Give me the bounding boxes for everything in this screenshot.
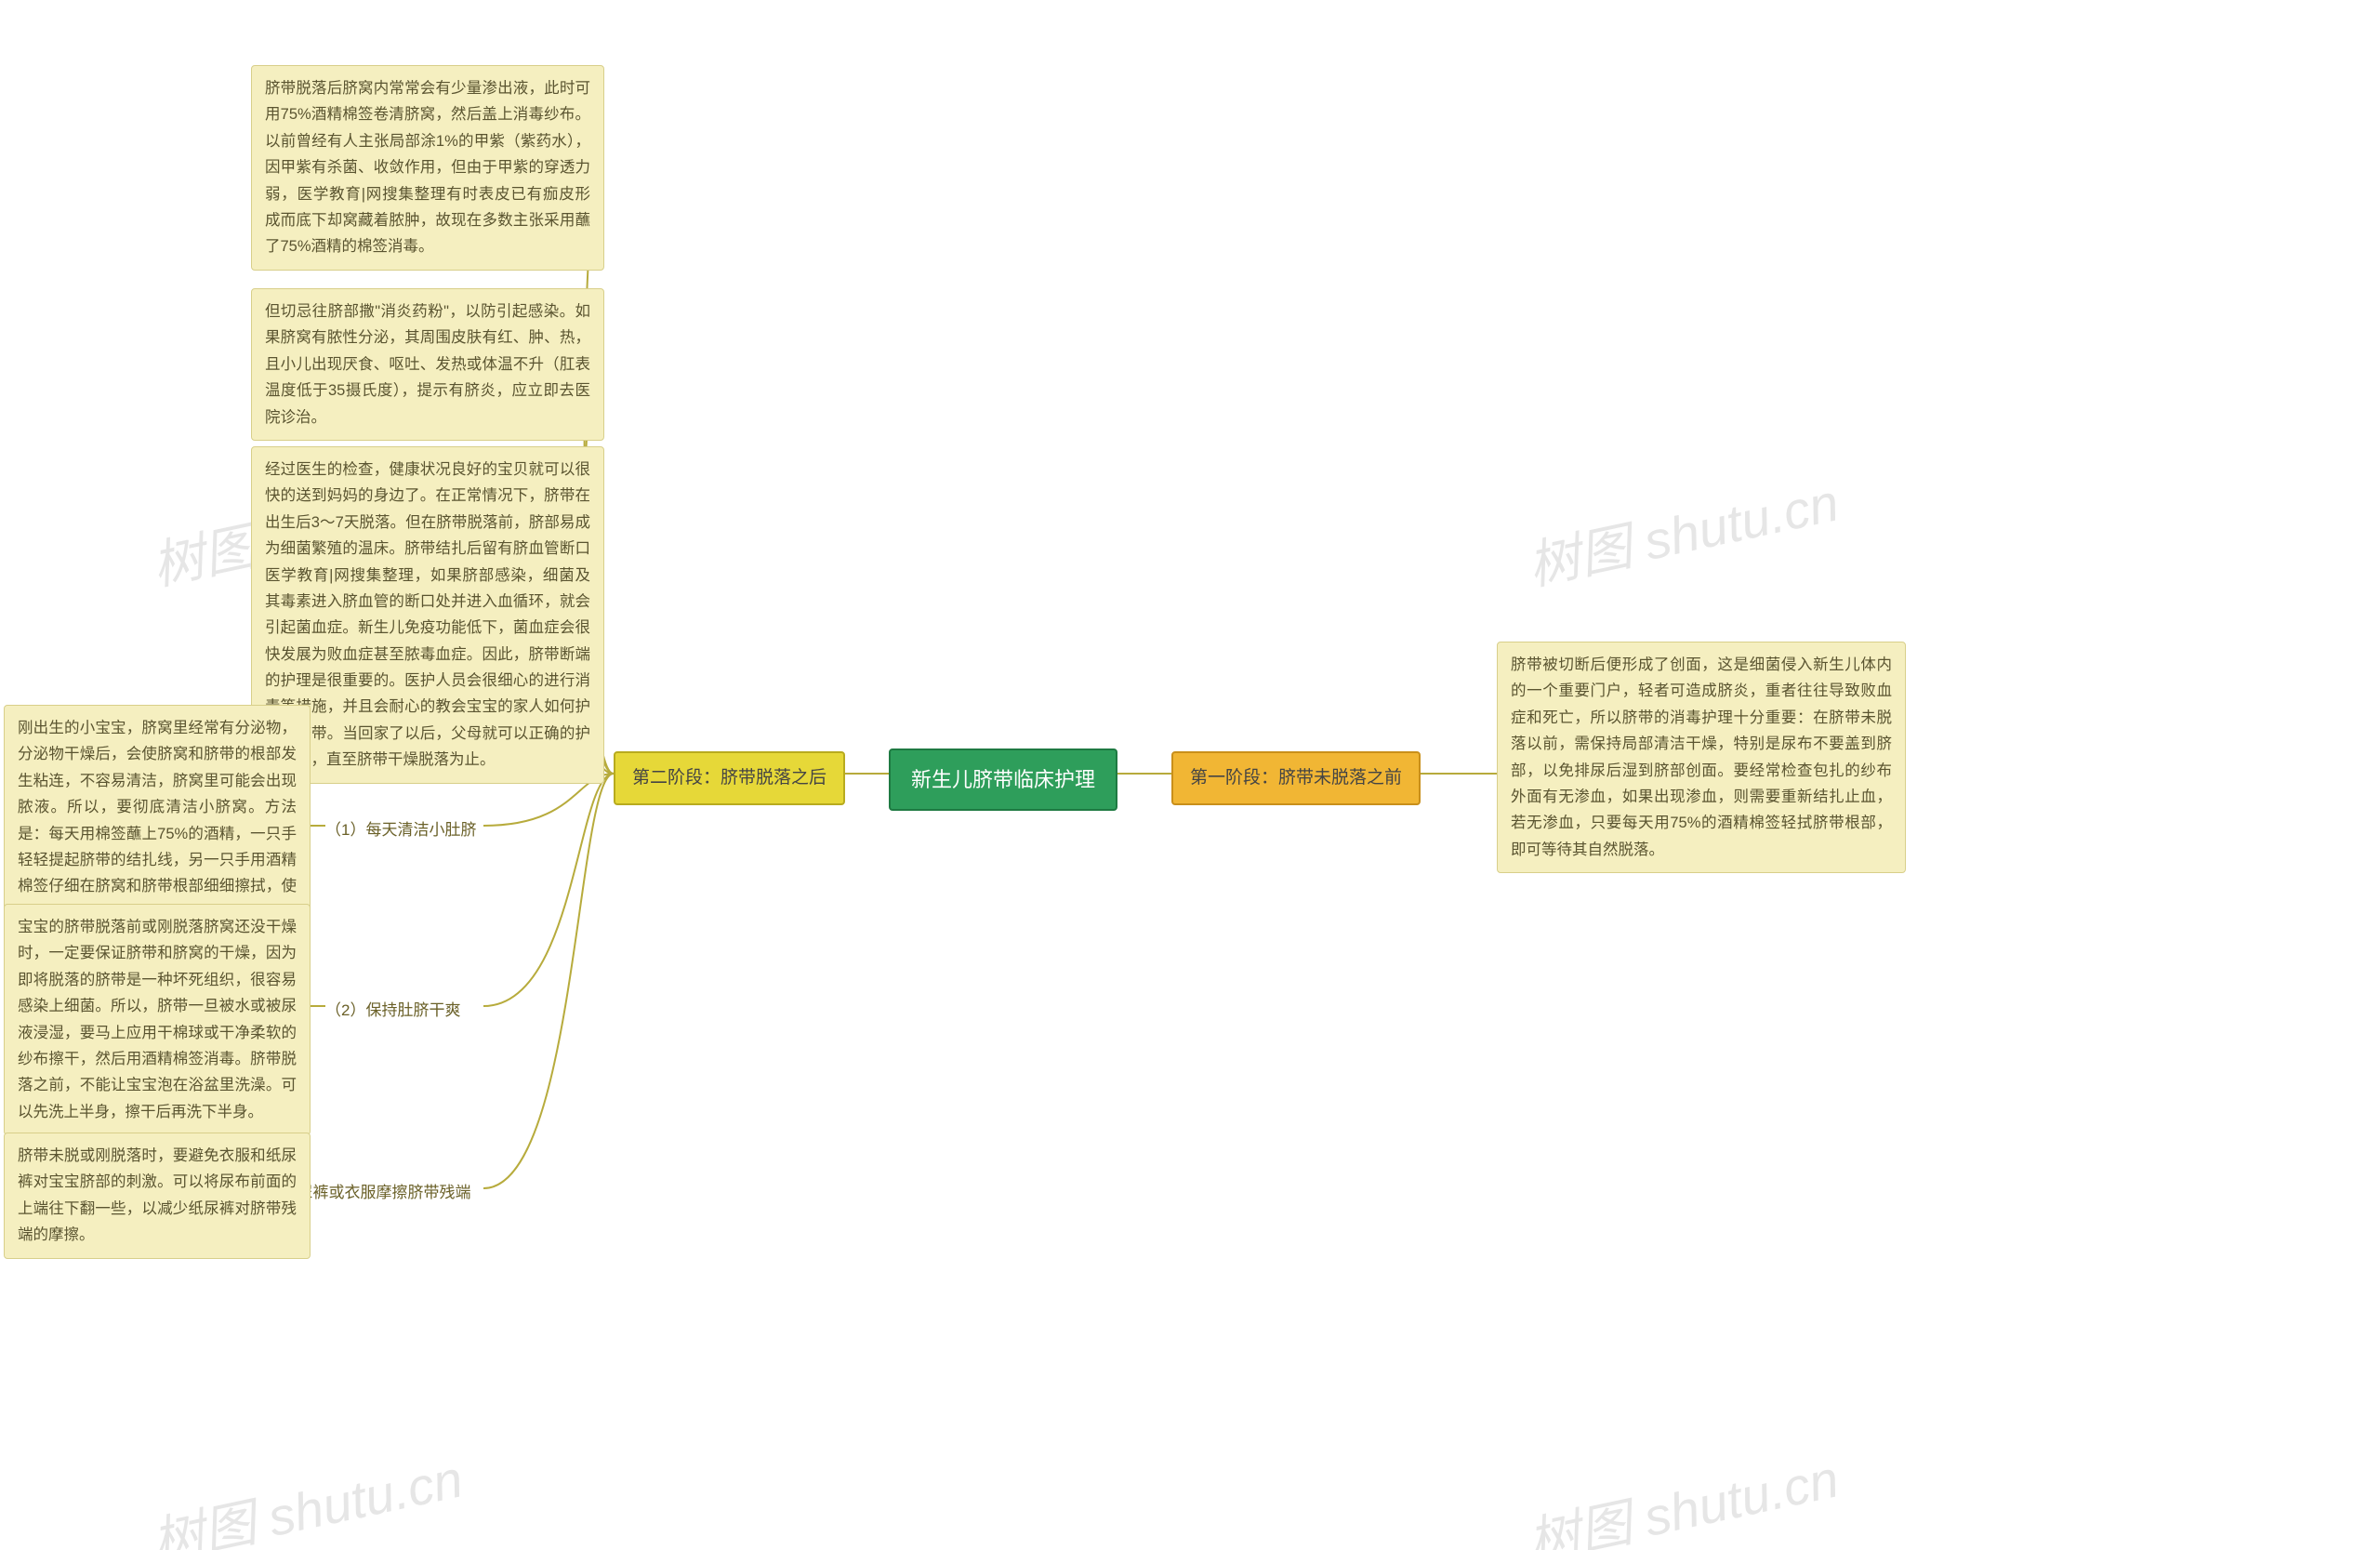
mindmap-canvas: 树图 shutu.cn 树图 shutu.cn 树图 shutu.cn 树图 s… (0, 0, 2380, 1550)
watermark: 树图 shutu.cn (144, 1437, 469, 1550)
phase2-sub3-detail[interactable]: 脐带未脱或刚脱落时，要避免衣服和纸尿裤对宝宝脐部的刺激。可以将尿布前面的上端往下… (4, 1133, 311, 1259)
root-node[interactable]: 新生儿脐带临床护理 (889, 749, 1117, 811)
watermark: 树图 shutu.cn (1520, 461, 1844, 601)
phase2-sub1-label[interactable]: （1）每天清洁小肚脐 (325, 816, 476, 840)
phase2-node[interactable]: 第二阶段：脐带脱落之后 (614, 751, 845, 805)
phase2-sub2-detail[interactable]: 宝宝的脐带脱落前或刚脱落脐窝还没干燥时，一定要保证脐带和脐窝的干燥，因为即将脱落… (4, 904, 311, 1135)
phase2-detail-2[interactable]: 但切忌往脐部撒"消炎药粉"，以防引起感染。如果脐窝有脓性分泌，其周围皮肤有红、肿… (251, 288, 604, 441)
phase2-sub2-label[interactable]: （2）保持肚脐干爽 (325, 997, 460, 1020)
phase1-node[interactable]: 第一阶段：脐带未脱落之前 (1171, 751, 1421, 805)
phase1-detail[interactable]: 脐带被切断后便形成了创面，这是细菌侵入新生儿体内的一个重要门户，轻者可造成脐炎，… (1497, 642, 1906, 873)
phase2-detail-1[interactable]: 脐带脱落后脐窝内常常会有少量渗出液，此时可用75%酒精棉签卷清脐窝，然后盖上消毒… (251, 65, 604, 271)
watermark: 树图 shutu.cn (1520, 1437, 1844, 1550)
